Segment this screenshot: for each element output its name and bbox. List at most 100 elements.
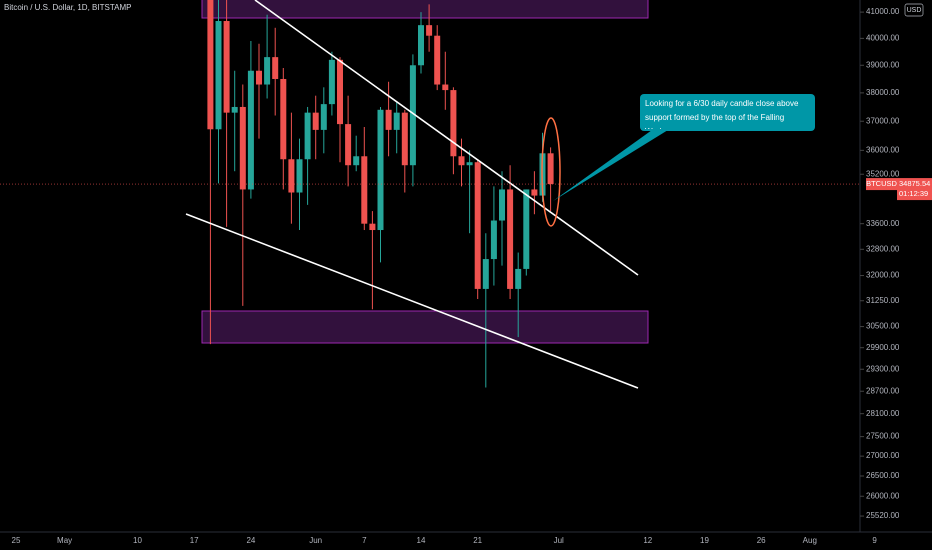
x-tick-label: 17	[190, 536, 199, 545]
x-tick-label: 10	[133, 536, 142, 545]
candle-body	[507, 189, 514, 289]
candle-body	[369, 223, 376, 231]
candle-body	[264, 57, 271, 85]
x-tick-label: 25	[12, 536, 21, 545]
candle-body	[385, 109, 392, 130]
candle-body	[490, 220, 497, 260]
currency-box	[904, 3, 924, 17]
last-price-box	[897, 178, 932, 201]
candle-body	[288, 159, 295, 193]
highlight-ellipse[interactable]	[541, 117, 561, 227]
candle-body	[215, 21, 222, 130]
candle-body	[531, 189, 538, 196]
y-tick-label: 38000.00	[866, 88, 900, 97]
candle-body	[523, 189, 530, 269]
wedge-lower-trendline[interactable]	[185, 213, 639, 389]
x-tick-label: Jul	[554, 536, 564, 545]
candle-body	[547, 153, 554, 185]
candle-body	[458, 156, 465, 166]
y-tick-label: 40000.00	[866, 33, 900, 42]
y-tick-label: 37000.00	[866, 116, 900, 125]
y-tick-label: 32000.00	[866, 271, 900, 280]
plot-area: Looking for a 6/30 daily candle close ab…	[0, 0, 860, 389]
x-tick-label: 14	[417, 536, 426, 545]
candle-body	[515, 268, 522, 289]
candle-body	[418, 25, 424, 66]
candle-body	[239, 106, 246, 190]
candle-body	[401, 112, 408, 166]
candle-body	[256, 70, 262, 85]
y-tick-label: 39000.00	[866, 60, 900, 69]
y-tick-label: 27500.00	[866, 432, 900, 441]
candle-body	[442, 84, 449, 91]
candle-body	[450, 90, 457, 157]
symbol-label: BTCUSD	[866, 179, 897, 188]
candle-body	[320, 104, 327, 130]
y-tick-label: 27000.00	[866, 451, 900, 460]
candle-body	[207, 0, 214, 130]
x-tick-label: 26	[757, 536, 766, 545]
x-tick-label: 7	[362, 536, 367, 545]
chart-title: Bitcoin / U.S. Dollar, 1D, BITSTAMP	[4, 3, 131, 12]
candle-body	[409, 65, 416, 166]
callout-text: Looking for a 6/30 daily candle close ab…	[645, 99, 799, 129]
candle-body	[328, 59, 335, 105]
x-tick-label: Aug	[803, 536, 817, 545]
candle-body	[426, 25, 433, 36]
x-tick-label: Jun	[309, 536, 322, 545]
y-tick-label: 26000.00	[866, 491, 900, 500]
currency-label: USD	[907, 7, 922, 14]
candle-body	[280, 78, 287, 160]
candle-body	[393, 112, 400, 130]
x-tick-label: 12	[643, 536, 652, 545]
x-tick-label: 21	[473, 536, 482, 545]
symbol-label-box	[866, 178, 897, 191]
y-tick-label: 26500.00	[866, 471, 900, 480]
x-tick-label: 24	[246, 536, 255, 545]
candle-body	[474, 162, 481, 289]
callout-box[interactable]	[640, 94, 815, 131]
y-tick-label: 29300.00	[866, 364, 900, 373]
y-tick-label: 28100.00	[866, 409, 900, 418]
x-tick-label: May	[57, 536, 72, 545]
y-tick-label: 28700.00	[866, 386, 900, 395]
x-tick-label: 19	[700, 536, 709, 545]
y-tick-label: 36000.00	[866, 145, 900, 154]
support-zone[interactable]	[201, 310, 649, 344]
y-tick-label: 35200.00	[866, 169, 900, 178]
y-tick-label: 41000.00	[866, 7, 900, 16]
candle-body	[353, 156, 360, 166]
candle-body	[337, 59, 343, 125]
callout-pointer	[553, 130, 668, 201]
callout: Looking for a 6/30 daily candle close ab…	[645, 99, 799, 129]
wedge-upper-trendline[interactable]	[254, 0, 639, 276]
y-tick-label: 29900.00	[866, 343, 900, 352]
candle-body	[312, 112, 319, 130]
candle-body	[361, 156, 368, 224]
candle-body	[345, 124, 352, 166]
candle-body	[434, 35, 441, 85]
candle-body	[466, 162, 473, 166]
candle-body	[296, 159, 303, 193]
y-tick-label: 30500.00	[866, 322, 900, 331]
candle-body	[231, 106, 238, 113]
y-tick-label: 25520.00	[866, 511, 900, 520]
y-tick-label: 31250.00	[866, 296, 900, 305]
candle-body	[482, 259, 489, 289]
y-tick-label: 32800.00	[866, 244, 900, 253]
candle-body	[247, 70, 254, 190]
candle-body	[377, 109, 384, 231]
y-tick-label: 33600.00	[866, 219, 900, 228]
countdown-label: 01:12:39	[899, 189, 928, 198]
last-price-label: 34875.54	[899, 179, 930, 188]
axes: 41000.00 40000.00 39000.00 38000.00 37000.00…	[12, 3, 932, 545]
x-tick-label: 9	[872, 536, 877, 545]
candles	[207, 0, 554, 388]
resistance-zone[interactable]	[201, 0, 649, 19]
candle-body	[304, 112, 311, 160]
candle-body	[499, 189, 505, 221]
candle-body	[223, 21, 230, 113]
